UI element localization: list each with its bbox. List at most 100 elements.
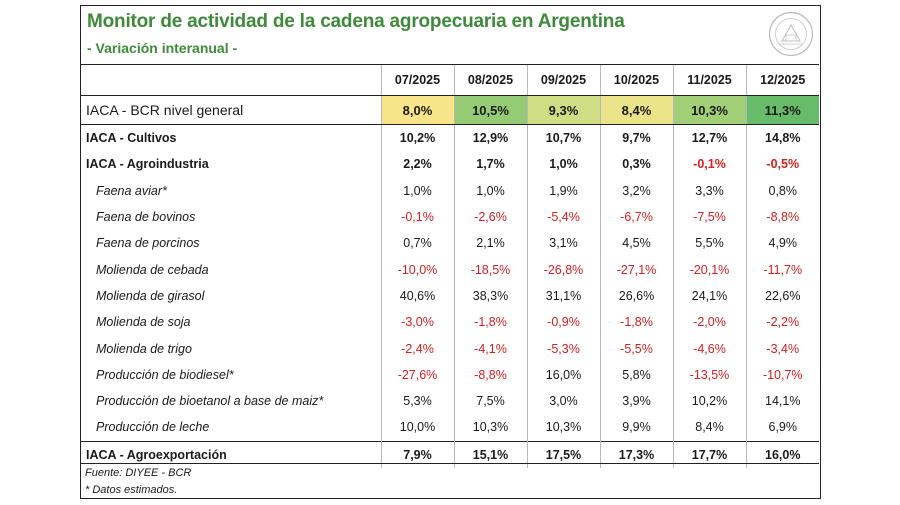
data-cell: 4,9%: [745, 230, 819, 257]
column-header: 11/2025: [672, 64, 746, 96]
report-title: Monitor de actividad de la cadena agrope…: [87, 11, 625, 32]
data-cell: 5,8%: [599, 361, 673, 388]
table-row: Molienda de cebada -10,0% -18,5% -26,8% -27,…: [81, 256, 819, 283]
data-cell: -2,6%: [453, 203, 527, 231]
data-cell: 14,1%: [745, 387, 819, 415]
data-cell: 0,3%: [599, 151, 673, 178]
table-row: IACA - BCR nivel general 8,0% 10,5% 9,3% 8,4…: [81, 95, 819, 125]
table-row: Molienda de girasol 40,6% 38,3% 31,1% 26,6% 2…: [81, 282, 819, 310]
data-cell: -0,1%: [672, 151, 746, 178]
row-label: IACA - Agroindustria: [86, 157, 209, 172]
data-cell: 16,0%: [745, 440, 819, 468]
data-cell: 6,9%: [745, 414, 819, 442]
data-cell: -27,1%: [599, 256, 673, 283]
data-cell: -1,8%: [453, 309, 527, 336]
data-cell: 3,9%: [599, 387, 673, 415]
report-subtitle: - Variación interanual -: [87, 40, 238, 56]
row-label: Molienda de trigo: [96, 341, 192, 356]
data-cell: 1,0%: [526, 151, 600, 178]
row-label: Molienda de girasol: [96, 288, 205, 303]
data-cell: 10,2%: [672, 387, 746, 415]
data-cell: 0,7%: [380, 230, 454, 257]
data-cell: 31,1%: [526, 282, 600, 310]
data-cell: -5,4%: [526, 203, 600, 231]
data-cell: 16,0%: [526, 361, 600, 388]
data-cell: 1,0%: [380, 177, 454, 204]
data-cell: 3,2%: [599, 177, 673, 204]
header-row: 07/2025 08/2025 09/2025 10/2025 11/2025 12/20…: [81, 64, 819, 96]
table-row: Producción de bioetanol a base de maiz* 5…: [81, 387, 819, 415]
table-row: Molienda de trigo -2,4% -4,1% -5,3% -5,5% -4,…: [81, 335, 819, 362]
data-cell: -0,1%: [380, 203, 454, 231]
table-row: Faena aviar* 1,0% 1,0% 1,9% 3,2% 3,3% 0,8%: [81, 177, 819, 204]
data-cell: -13,5%: [672, 361, 746, 388]
row-label: Producción de leche: [96, 420, 210, 435]
data-cell: 10,0%: [380, 414, 454, 442]
data-cell: -10,0%: [380, 256, 454, 283]
data-cell: 9,7%: [599, 124, 673, 152]
data-cell: 10,3%: [526, 414, 600, 442]
data-cell: -4,6%: [672, 335, 746, 362]
data-cell: 10,7%: [526, 124, 600, 152]
row-label: Producción de bioetanol a base de maiz*: [96, 394, 324, 409]
row-label: IACA - Cultivos: [86, 131, 177, 146]
data-cell: 1,7%: [453, 151, 527, 178]
data-cell: 9,3%: [526, 95, 600, 125]
row-label: IACA - BCR nivel general: [81, 95, 381, 125]
data-cell: 2,1%: [453, 230, 527, 257]
table-row: Faena de bovinos -0,1% -2,6% -5,4% -6,7% -7,5…: [81, 203, 819, 231]
data-cell: -0,5%: [745, 151, 819, 178]
footer-note: * Datos estimados.: [85, 484, 178, 496]
data-table: 07/2025 08/2025 09/2025 10/2025 11/2025 12/20…: [81, 64, 819, 468]
data-cell: 26,6%: [599, 282, 673, 310]
row-label: Faena de porcinos: [96, 236, 200, 251]
table-row: IACA - Agroindustria 2,2% 1,7% 1,0% 0,3% -0,1…: [81, 151, 819, 178]
data-cell: 10,3%: [672, 95, 746, 125]
row-label: Producción de biodiesel*: [96, 367, 234, 382]
data-cell: -3,4%: [745, 335, 819, 362]
data-cell: 40,6%: [380, 282, 454, 310]
data-cell: 11,3%: [745, 95, 819, 125]
data-cell: 9,9%: [599, 414, 673, 442]
footer-source: Fuente: DIYEE - BCR: [85, 467, 192, 479]
institutional-seal-icon: [768, 11, 814, 57]
data-cell: -26,8%: [526, 256, 600, 283]
data-cell: -10,7%: [745, 361, 819, 388]
data-cell: -1,8%: [599, 309, 673, 336]
data-cell: 12,7%: [672, 124, 746, 152]
data-cell: 24,1%: [672, 282, 746, 310]
data-cell: -8,8%: [745, 203, 819, 231]
data-cell: 14,8%: [745, 124, 819, 152]
table-row: Producción de biodiesel* -27,6% -8,8% 16,0%…: [81, 361, 819, 388]
table-row: Molienda de soja -3,0% -1,8% -0,9% -1,8% -2,0…: [81, 309, 819, 336]
row-label: Faena aviar*: [96, 183, 167, 198]
data-cell: 10,2%: [380, 124, 454, 152]
data-cell: 3,0%: [526, 387, 600, 415]
data-cell: -8,8%: [453, 361, 527, 388]
data-cell: -5,3%: [526, 335, 600, 362]
row-label: Molienda de soja: [96, 315, 191, 330]
column-header: 12/2025: [745, 64, 819, 96]
data-cell: -6,7%: [599, 203, 673, 231]
data-cell: 7,5%: [453, 387, 527, 415]
data-cell: -11,7%: [745, 256, 819, 283]
data-cell: -2,2%: [745, 309, 819, 336]
data-cell: 38,3%: [453, 282, 527, 310]
data-cell: -27,6%: [380, 361, 454, 388]
data-cell: -2,4%: [380, 335, 454, 362]
row-label: Faena de bovinos: [96, 210, 196, 225]
column-header: 07/2025: [380, 64, 454, 96]
data-cell: 2,2%: [380, 151, 454, 178]
column-header: 08/2025: [453, 64, 527, 96]
table-row: Faena de porcinos 0,7% 2,1% 3,1% 4,5% 5,5% 4,9…: [81, 230, 819, 257]
column-header: 09/2025: [526, 64, 600, 96]
data-cell: 10,5%: [453, 95, 527, 125]
data-cell: -18,5%: [453, 256, 527, 283]
data-cell: 12,9%: [453, 124, 527, 152]
data-cell: 5,3%: [380, 387, 454, 415]
data-cell: 8,4%: [672, 414, 746, 442]
column-header: 10/2025: [599, 64, 673, 96]
data-cell: -3,0%: [380, 309, 454, 336]
data-cell: -20,1%: [672, 256, 746, 283]
data-cell: 8,4%: [599, 95, 673, 125]
